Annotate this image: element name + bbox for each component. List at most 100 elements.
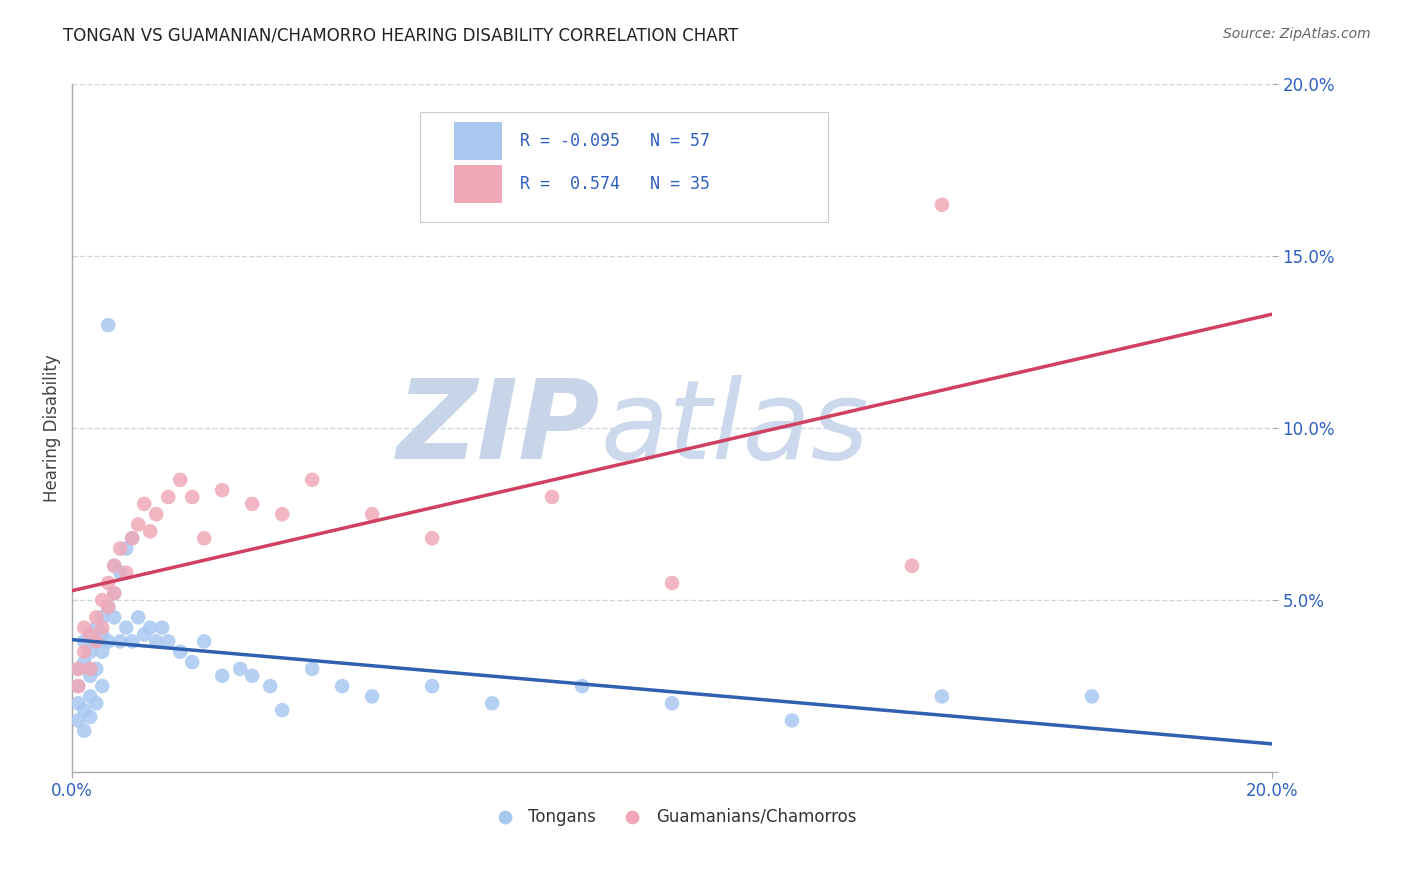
Point — [79, 662, 101, 676]
Point — [97, 634, 120, 648]
Point — [420, 531, 443, 545]
Point — [271, 507, 294, 521]
Text: TONGAN VS GUAMANIAN/CHAMORRO HEARING DISABILITY CORRELATION CHART: TONGAN VS GUAMANIAN/CHAMORRO HEARING DIS… — [63, 27, 738, 45]
Point — [73, 634, 96, 648]
Point — [145, 507, 167, 521]
Point — [91, 627, 114, 641]
Point — [103, 610, 125, 624]
Point — [84, 634, 107, 648]
Point — [661, 576, 683, 591]
Point — [121, 531, 143, 545]
Point — [301, 662, 323, 676]
Point — [110, 541, 132, 556]
Point — [73, 723, 96, 738]
Point — [240, 669, 263, 683]
Point — [79, 690, 101, 704]
Bar — [454, 122, 502, 160]
Point — [661, 696, 683, 710]
Point — [330, 679, 353, 693]
Point — [115, 621, 138, 635]
Point — [84, 634, 107, 648]
Point — [301, 473, 323, 487]
Bar — [454, 165, 502, 203]
Point — [73, 655, 96, 669]
Y-axis label: Hearing Disability: Hearing Disability — [44, 354, 60, 502]
Point — [97, 600, 120, 615]
Text: Source: ZipAtlas.com: Source: ZipAtlas.com — [1223, 27, 1371, 41]
Point — [571, 679, 593, 693]
Point — [139, 524, 162, 539]
Point — [79, 627, 101, 641]
Point — [134, 627, 156, 641]
Point — [73, 645, 96, 659]
Point — [211, 483, 233, 497]
Point — [91, 610, 114, 624]
Point — [259, 679, 281, 693]
Point — [79, 710, 101, 724]
Point — [103, 558, 125, 573]
Point — [193, 634, 215, 648]
Point — [115, 566, 138, 580]
Point — [91, 679, 114, 693]
Point — [481, 696, 503, 710]
Point — [169, 645, 191, 659]
Point — [91, 621, 114, 635]
Point — [127, 517, 149, 532]
Point — [97, 576, 120, 591]
Point — [121, 634, 143, 648]
Point — [271, 703, 294, 717]
Point — [91, 593, 114, 607]
Point — [145, 634, 167, 648]
FancyBboxPatch shape — [420, 112, 828, 222]
Point — [67, 679, 90, 693]
Point — [541, 490, 564, 504]
Text: ZIP: ZIP — [396, 375, 600, 482]
Point — [79, 627, 101, 641]
Point — [79, 669, 101, 683]
Point — [157, 634, 180, 648]
Point — [901, 558, 924, 573]
Point — [240, 497, 263, 511]
Point — [79, 645, 101, 659]
Point — [181, 655, 204, 669]
Point — [420, 679, 443, 693]
Point — [103, 586, 125, 600]
Point — [91, 645, 114, 659]
Legend: Tongans, Guamanians/Chamorros: Tongans, Guamanians/Chamorros — [481, 801, 863, 832]
Point — [103, 558, 125, 573]
Point — [211, 669, 233, 683]
Point — [67, 696, 90, 710]
Point — [1081, 690, 1104, 704]
Point — [84, 610, 107, 624]
Point — [84, 662, 107, 676]
Point — [121, 531, 143, 545]
Point — [84, 696, 107, 710]
Point — [97, 600, 120, 615]
Point — [169, 473, 191, 487]
Point — [67, 662, 90, 676]
Point — [110, 566, 132, 580]
Point — [67, 662, 90, 676]
Point — [361, 690, 384, 704]
Point — [931, 198, 953, 212]
Point — [229, 662, 252, 676]
Point — [780, 714, 803, 728]
Point — [134, 497, 156, 511]
Point — [931, 690, 953, 704]
Point — [73, 621, 96, 635]
Point — [103, 586, 125, 600]
Point — [73, 703, 96, 717]
Text: atlas: atlas — [600, 375, 869, 482]
Point — [115, 541, 138, 556]
Text: R =  0.574   N = 35: R = 0.574 N = 35 — [520, 175, 710, 194]
Point — [139, 621, 162, 635]
Point — [181, 490, 204, 504]
Point — [361, 507, 384, 521]
Point — [84, 621, 107, 635]
Point — [127, 610, 149, 624]
Point — [110, 634, 132, 648]
Point — [67, 679, 90, 693]
Point — [157, 490, 180, 504]
Text: R = -0.095   N = 57: R = -0.095 N = 57 — [520, 132, 710, 150]
Point — [97, 318, 120, 332]
